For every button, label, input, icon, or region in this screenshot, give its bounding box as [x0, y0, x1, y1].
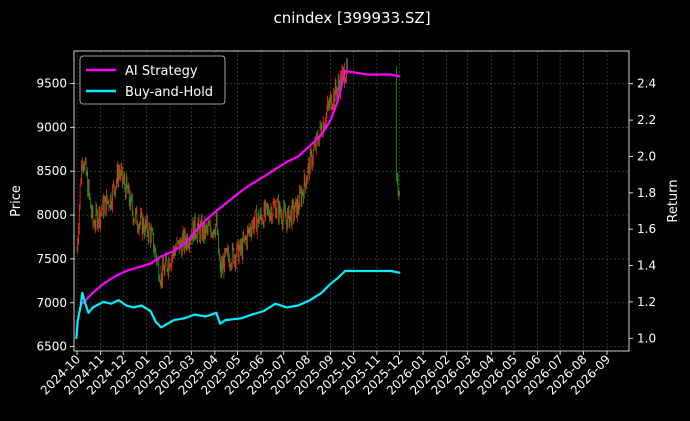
series-point-buy-and-hold — [81, 291, 84, 294]
series-point-ai-strategy — [297, 155, 300, 158]
series-point-buy-and-hold — [366, 270, 369, 272]
series-point-buy-and-hold — [79, 304, 82, 307]
series-point-ai-strategy — [336, 101, 339, 103]
y-tick-label-left: 9500 — [36, 76, 67, 90]
series-point-buy-and-hold — [173, 319, 175, 321]
legend-box — [79, 55, 226, 105]
y-tick-label-right: 1.8 — [637, 186, 656, 200]
series-point-buy-and-hold — [117, 299, 120, 301]
series-point-buy-and-hold — [336, 277, 339, 280]
series-point-ai-strategy — [263, 175, 265, 178]
series-point-buy-and-hold — [76, 319, 79, 321]
y-tick-label-right: 1.4 — [637, 259, 656, 273]
y-tick-label-left: 7500 — [36, 252, 67, 266]
y-tick-label-left: 7000 — [36, 296, 67, 310]
legend-label-ai-strategy: AI Strategy — [125, 64, 198, 79]
series-point-buy-and-hold — [390, 270, 393, 272]
y-tick-label-right: 1.2 — [637, 295, 656, 309]
series-point-ai-strategy — [274, 168, 277, 171]
plot-frame — [73, 50, 630, 352]
y-tick-label-left: 8500 — [36, 164, 67, 178]
series-point-ai-strategy — [285, 161, 288, 163]
series-point-buy-and-hold — [274, 302, 277, 305]
y-axis-label-right: Return — [666, 179, 681, 222]
series-point-buy-and-hold — [224, 319, 227, 321]
series-point-buy-and-hold — [398, 271, 401, 274]
price-candles — [76, 58, 400, 289]
series-point-ai-strategy — [92, 291, 94, 294]
y-axis-label-left: Price — [9, 185, 24, 217]
series-point-buy-and-hold — [297, 304, 300, 307]
series-point-buy-and-hold — [110, 302, 113, 305]
series-point-buy-and-hold — [154, 321, 157, 323]
y-tick-label-right: 1.0 — [637, 331, 656, 345]
series-point-ai-strategy — [183, 242, 186, 245]
series-point-ai-strategy — [329, 119, 332, 121]
series-point-buy-and-hold — [204, 315, 207, 318]
series-point-ai-strategy — [344, 70, 346, 72]
series-point-ai-strategy — [240, 190, 243, 192]
series-point-buy-and-hold — [329, 282, 332, 285]
series-point-ai-strategy — [102, 282, 105, 285]
y-tick-label-right: 2.0 — [637, 149, 656, 163]
series-line-buy-and-hold — [75, 269, 400, 339]
strategy-lines — [75, 69, 401, 340]
series-point-buy-and-hold — [240, 317, 243, 320]
legend-label-buy-and-hold: Buy-and-Hold — [125, 85, 213, 100]
series-point-ai-strategy — [136, 266, 139, 269]
y-tick-label-right: 1.6 — [637, 222, 656, 236]
series-point-buy-and-hold — [219, 322, 222, 325]
series-point-buy-and-hold — [193, 313, 196, 316]
series-point-buy-and-hold — [125, 304, 128, 307]
series-point-buy-and-hold — [251, 313, 253, 316]
y-tick-label-right: 2.4 — [637, 77, 656, 91]
series-point-ai-strategy — [390, 73, 393, 76]
series-point-ai-strategy — [193, 231, 196, 234]
y-tick-label-left: 9000 — [36, 120, 67, 134]
grid — [74, 51, 629, 351]
series-point-buy-and-hold — [160, 326, 162, 329]
series-point-buy-and-hold — [84, 302, 87, 305]
series-point-buy-and-hold — [309, 299, 312, 301]
y-tick-label-left: 8000 — [36, 208, 67, 222]
x-axis: 2024-102024-112024-122025-012025-022025-… — [38, 351, 613, 398]
chart-title: cnindex [399933.SZ] — [273, 9, 430, 27]
series-point-ai-strategy — [173, 250, 175, 252]
series-point-buy-and-hold — [215, 311, 218, 314]
series-point-ai-strategy — [366, 73, 369, 76]
left-axis: 6500 7000 7500 8000 8500 9000 9500 — [36, 76, 74, 354]
series-point-ai-strategy — [125, 270, 128, 272]
series-point-ai-strategy — [320, 133, 323, 136]
series-point-ai-strategy — [398, 75, 401, 78]
series-point-buy-and-hold — [320, 291, 323, 294]
series-point-buy-and-hold — [140, 304, 143, 307]
series-point-ai-strategy — [149, 262, 152, 265]
series-point-ai-strategy — [215, 210, 218, 212]
series-point-buy-and-hold — [102, 301, 105, 303]
series-point-buy-and-hold — [285, 306, 288, 309]
series-point-ai-strategy — [160, 255, 162, 258]
series-point-ai-strategy — [226, 201, 229, 203]
series-point-buy-and-hold — [92, 306, 94, 309]
series-line-ai-strategy — [81, 69, 400, 305]
series-point-ai-strategy — [309, 144, 312, 147]
series-point-buy-and-hold — [263, 310, 265, 312]
series-point-buy-and-hold — [183, 317, 186, 320]
legend: AI Strategy Buy-and-Hold — [79, 55, 226, 105]
series-point-buy-and-hold — [344, 270, 346, 272]
series-point-ai-strategy — [251, 182, 253, 185]
series-point-ai-strategy — [204, 219, 207, 221]
series-point-buy-and-hold — [75, 337, 78, 340]
series-point-ai-strategy — [113, 275, 116, 278]
right-axis: 1.0 1.2 1.4 1.6 1.8 2.0 2.2 2.4 — [629, 77, 656, 345]
y-tick-label-right: 2.2 — [637, 113, 656, 127]
series-point-buy-and-hold — [149, 310, 152, 312]
series-point-buy-and-hold — [87, 311, 90, 314]
series-point-buy-and-hold — [132, 306, 135, 309]
y-tick-label-left: 6500 — [36, 340, 67, 354]
